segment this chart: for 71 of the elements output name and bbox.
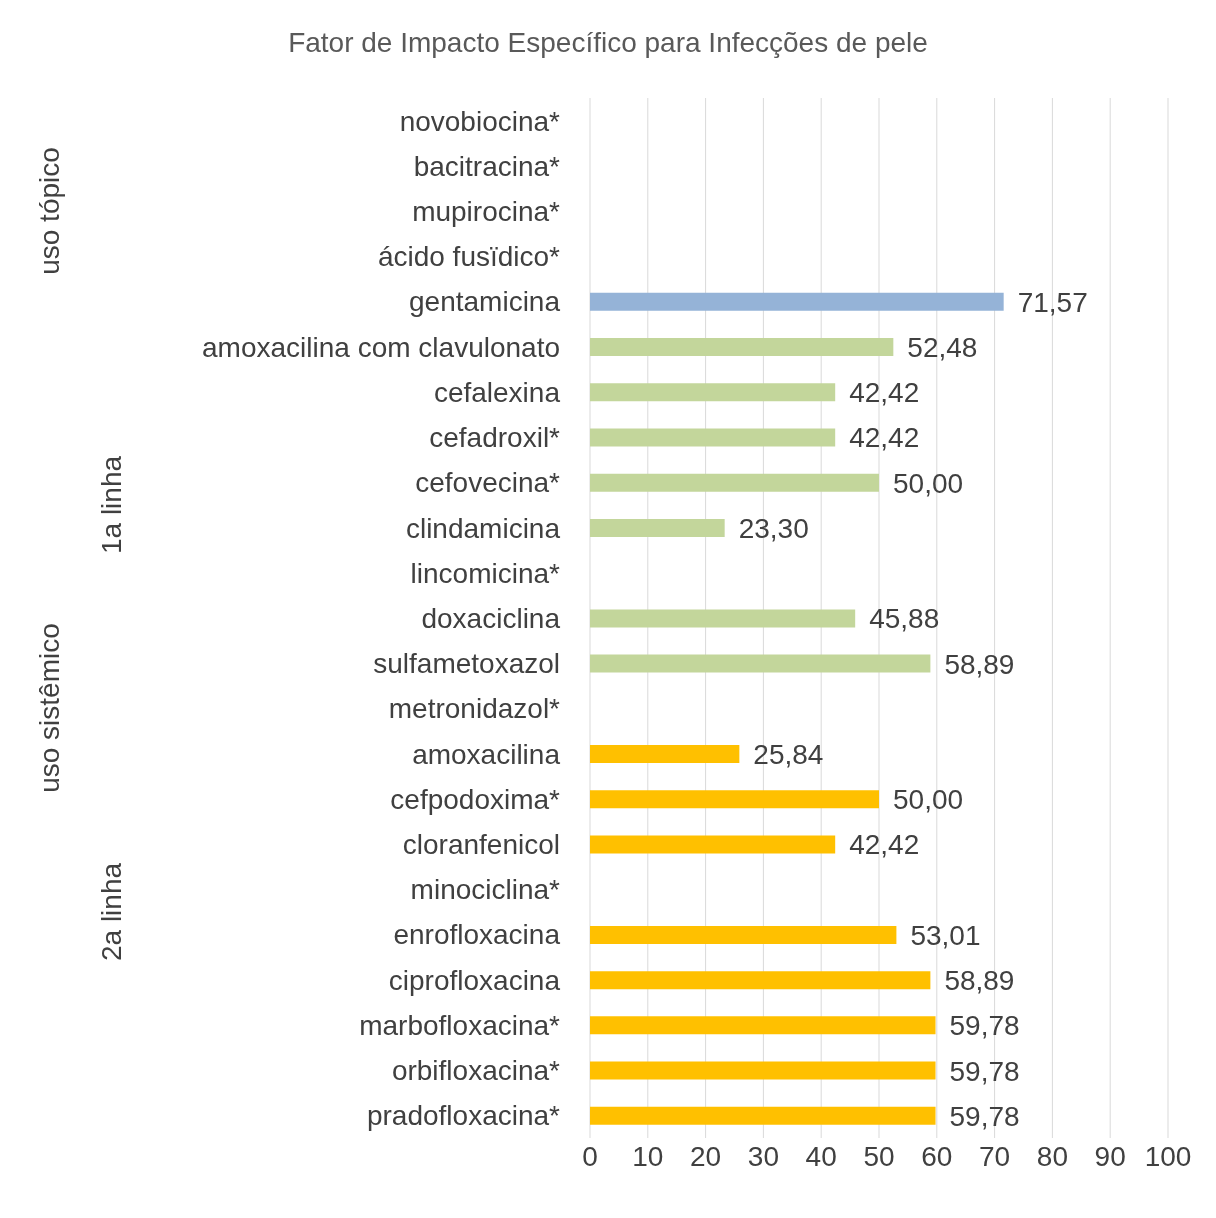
- data-label: 45,88: [869, 603, 940, 635]
- x-tick-label: 10: [632, 1140, 664, 1172]
- y-tick-label: cefalexina: [433, 376, 561, 408]
- text: 1a linha: [96, 455, 128, 554]
- x-tick-label: 80: [1036, 1140, 1068, 1172]
- y-tick-label: minociclina*: [410, 874, 561, 906]
- data-label: 53,01: [910, 919, 981, 951]
- y-tick-label: gentamicina: [409, 286, 561, 318]
- data-label: 52,48: [907, 332, 978, 364]
- x-tick-label: 0: [582, 1140, 598, 1172]
- bar: [590, 292, 1004, 311]
- y-tick-label: amoxacilina com clavulonato: [202, 331, 560, 363]
- data-label: 25,84: [753, 738, 824, 770]
- y-tick-label: clindamicina: [405, 512, 561, 544]
- y-tick-label: cefovecina*: [415, 467, 561, 499]
- chart-title: Fator de Impacto Específico para Infecções de pele: [287, 26, 929, 60]
- bar: [590, 518, 725, 537]
- bar: [590, 338, 894, 357]
- y-tick-label: cefadroxil*: [429, 422, 561, 454]
- y-tick-label: sulfametoxazol: [373, 648, 560, 680]
- bar: [590, 428, 836, 447]
- bar: [590, 971, 931, 990]
- x-tick-label: 90: [1094, 1140, 1126, 1172]
- data-label: 59,78: [949, 1100, 1020, 1132]
- data-label: 58,89: [944, 648, 1015, 680]
- x-tick-label: 50: [863, 1140, 895, 1172]
- bar: [590, 473, 879, 492]
- y-tick-label: ciprofloxacina: [388, 964, 561, 996]
- data-label: 59,78: [949, 1055, 1020, 1087]
- data-label: 71,57: [1017, 286, 1088, 318]
- data-label: 58,89: [944, 965, 1015, 997]
- bar: [590, 1061, 936, 1080]
- data-label: 42,42: [849, 422, 920, 454]
- bar: [590, 835, 836, 854]
- bar: [590, 925, 897, 944]
- x-tick-label: 100: [1144, 1140, 1192, 1172]
- text: uso sistêmico: [34, 623, 66, 794]
- y-tick-label: lincomicina*: [410, 557, 561, 589]
- y-tick-label: marbofloxacina*: [359, 1009, 561, 1041]
- y-tick-label: mupirocina*: [412, 195, 561, 227]
- x-tick-label: 30: [747, 1140, 779, 1172]
- x-tick-label: 60: [921, 1140, 953, 1172]
- data-label: 50,00: [893, 784, 964, 816]
- y-tick-label: pradofloxacina*: [366, 1100, 561, 1132]
- y-tick-label: amoxacilina: [412, 738, 561, 770]
- y-tick-label: novobiocina*: [399, 105, 561, 137]
- y-tick-label: orbifloxacina*: [391, 1055, 561, 1087]
- x-tick-label: 40: [805, 1140, 837, 1172]
- bar: [590, 654, 931, 673]
- data-label: 50,00: [893, 467, 964, 499]
- text: uso tópico: [34, 147, 66, 275]
- y-tick-label: ácido fusïdico*: [377, 241, 561, 273]
- bar: [590, 1106, 936, 1125]
- bar: [590, 790, 879, 809]
- data-label: 42,42: [849, 829, 920, 861]
- data-label: 42,42: [849, 377, 920, 409]
- x-tick-label: 70: [979, 1140, 1011, 1172]
- y-tick-label: cefpodoxima*: [390, 783, 561, 815]
- y-tick-label: bacitracina*: [413, 150, 561, 182]
- data-label: 23,30: [738, 512, 809, 544]
- y-tick-label: doxaciclina: [421, 602, 561, 634]
- bar: [590, 383, 836, 402]
- y-tick-label: metronidazol*: [388, 693, 561, 725]
- y-tick-label: cloranfenicol: [402, 829, 560, 861]
- bar: [590, 745, 740, 764]
- data-label: 59,78: [949, 1010, 1020, 1042]
- bar: [590, 609, 856, 628]
- y-tick-label: enrofloxacina: [393, 919, 561, 951]
- text: 2a linha: [96, 862, 128, 961]
- x-tick-label: 20: [690, 1140, 722, 1172]
- bar: [590, 1016, 936, 1035]
